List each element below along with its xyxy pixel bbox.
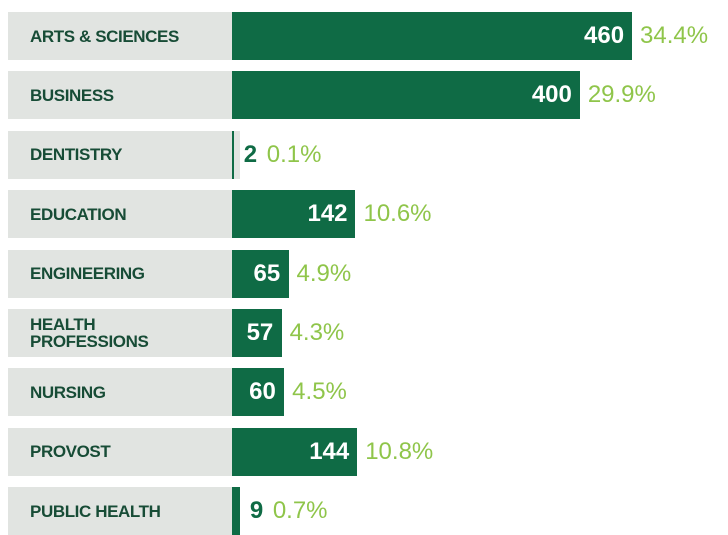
bar bbox=[232, 487, 240, 535]
category-label: DENTISTRY bbox=[30, 145, 123, 165]
category-label: ENGINEERING bbox=[30, 264, 145, 284]
bar bbox=[232, 71, 580, 120]
percent-label: 4.5% bbox=[292, 378, 347, 406]
value-label: 65 bbox=[253, 259, 281, 287]
category-box: DENTISTRY bbox=[8, 130, 240, 179]
category-box: PUBLIC HEALTH bbox=[8, 487, 240, 535]
category-box: ENGINEERING bbox=[8, 249, 240, 298]
bar bbox=[232, 130, 234, 179]
category-box: BUSINESS bbox=[8, 71, 240, 120]
value-label: 60 bbox=[249, 378, 276, 406]
bar bbox=[232, 249, 289, 298]
category-label: HEALTH PROFESSIONS bbox=[30, 315, 149, 351]
value-label: 2 bbox=[243, 140, 258, 168]
bar bbox=[232, 427, 358, 476]
bar bbox=[232, 190, 356, 239]
category-label: PROVOST bbox=[30, 442, 111, 462]
percent-label: 4.9% bbox=[296, 259, 352, 287]
category-box: HEALTH PROFESSIONS bbox=[8, 309, 240, 357]
category-box: NURSING bbox=[8, 368, 240, 417]
category-box: ARTS & SCIENCES bbox=[8, 12, 240, 60]
bar bbox=[232, 368, 285, 417]
value-label: 142 bbox=[307, 200, 348, 228]
bar bbox=[232, 309, 282, 357]
value-label: 9 bbox=[249, 497, 264, 525]
category-box: PROVOST bbox=[8, 427, 240, 476]
percent-label: 34.4% bbox=[640, 22, 709, 49]
percent-label: 10.8% bbox=[365, 437, 434, 465]
category-label: BUSINESS bbox=[30, 85, 114, 105]
percent-label: 4.3% bbox=[289, 319, 345, 346]
percent-label: 0.7% bbox=[272, 497, 328, 525]
percent-label: 10.6% bbox=[363, 200, 432, 228]
category-box: EDUCATION bbox=[8, 190, 240, 239]
category-label: EDUCATION bbox=[30, 204, 127, 224]
percent-label: 0.1% bbox=[266, 140, 322, 168]
value-label: 144 bbox=[309, 437, 350, 465]
value-label: 460 bbox=[584, 22, 625, 49]
bar bbox=[232, 12, 632, 60]
value-label: 57 bbox=[246, 319, 274, 346]
value-label: 400 bbox=[531, 81, 572, 109]
category-label: PUBLIC HEALTH bbox=[30, 501, 161, 521]
category-label: ARTS & SCIENCES bbox=[30, 26, 179, 46]
percent-label: 29.9% bbox=[587, 81, 656, 109]
category-label: NURSING bbox=[30, 382, 106, 402]
